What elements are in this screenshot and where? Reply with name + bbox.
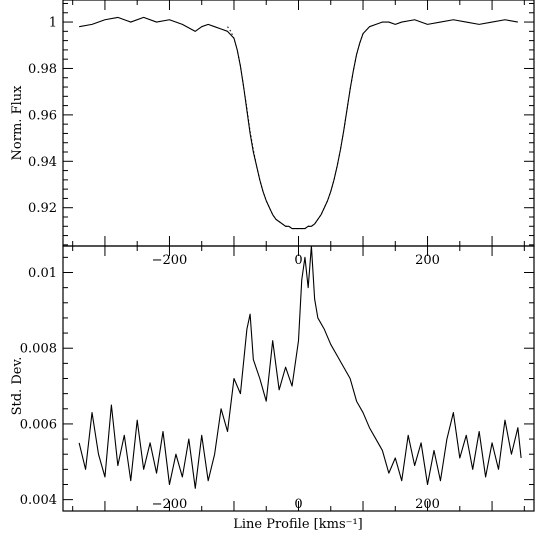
bottom-x-ticks [72, 246, 525, 511]
top-y-tick-label: 0.98 [28, 62, 57, 77]
bottom-series-solid-line [78, 245, 522, 489]
bottom-y-tick-label: 0.008 [20, 342, 57, 357]
bottom-y-ticks [63, 256, 534, 501]
bottom-y-tick-label: 0.01 [28, 266, 57, 281]
top-x-tick-label: 0 [294, 253, 302, 268]
bottom-y-axis-label: Std. Dev. [10, 357, 25, 416]
bottom-y-tick-label: 0.006 [20, 417, 57, 432]
top-x-tick-label: −200 [152, 253, 188, 268]
bottom-panel: −200 0 200 0.004 0.006 0.008 0.01 Std. Dev. L… [10, 245, 535, 532]
top-y-axis-label: Norm. Flux [10, 85, 25, 161]
top-y-tick-labels: 0.92 0.94 0.96 0.98 1 [28, 16, 57, 217]
top-y-tick-label: 1 [49, 16, 57, 31]
bottom-x-tick-label: 200 [415, 497, 440, 512]
bottom-y-tick-labels: 0.004 0.006 0.008 0.01 [20, 266, 57, 508]
bottom-y-tick-label: 0.004 [20, 493, 57, 508]
bottom-x-tick-label: −200 [152, 497, 188, 512]
bottom-x-tick-labels: −200 0 200 [152, 497, 440, 512]
top-x-ticks [72, 0, 525, 246]
bottom-plot-frame [62, 245, 535, 512]
top-y-tick-label: 0.94 [28, 155, 57, 170]
x-axis-label: Line Profile [kms⁻¹] [233, 517, 363, 532]
top-series-dotted-line [227, 26, 364, 230]
top-series-group [79, 16, 518, 230]
top-y-ticks [63, 2, 534, 246]
top-x-tick-labels: −200 0 200 [152, 253, 440, 268]
top-x-tick-label: 200 [415, 253, 440, 268]
bottom-series-group [78, 245, 522, 489]
top-plot-frame [62, 0, 535, 247]
top-y-tick-label: 0.92 [28, 201, 57, 216]
top-series-solid-line [79, 16, 518, 230]
top-panel: −200 0 200 0.92 0.94 0.96 0.98 1 Norm. Flux [10, 0, 535, 268]
bottom-x-tick-label: 0 [294, 497, 302, 512]
top-y-tick-label: 0.96 [28, 108, 57, 123]
